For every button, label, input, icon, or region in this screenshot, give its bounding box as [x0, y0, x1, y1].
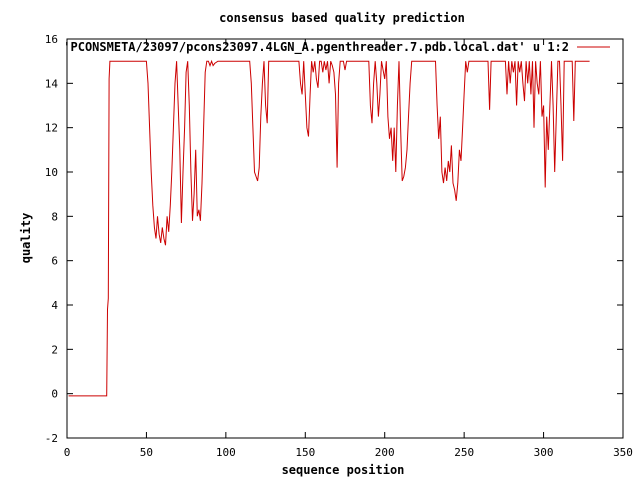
axis-ticks [66, 38, 624, 439]
legend: 'PCONSMETA/23097/pcons23097.4LGN_A.pgent… [63, 40, 610, 55]
x-tick-label: 200 [375, 446, 395, 459]
y-tick-label: 6 [51, 255, 58, 268]
x-tick-label: 350 [613, 446, 633, 459]
y-tick-label: 2 [51, 343, 58, 356]
x-axis-label: sequence position [282, 463, 405, 477]
y-tick-label: 10 [45, 166, 58, 179]
y-tick-label: 16 [45, 33, 58, 46]
y-axis-label: quality [19, 213, 33, 264]
legend-label: 'PCONSMETA/23097/pcons23097.4LGN_A.pgent… [63, 40, 569, 55]
y-tick-label: 8 [51, 210, 58, 223]
series-line [68, 59, 590, 397]
y-tick-label: 4 [51, 299, 58, 312]
y-tick-label: -2 [45, 432, 58, 445]
series-layer [68, 59, 590, 397]
y-tick-label: 14 [45, 77, 59, 90]
tick-labels: 0 50 100 150 200 250 300 350 -2 0 2 4 6 8 10 12 14 16 [45, 33, 633, 459]
x-tick-label: 50 [140, 446, 153, 459]
x-tick-label: 100 [216, 446, 236, 459]
y-tick-label: 0 [51, 388, 58, 401]
y-tick-label: 12 [45, 122, 58, 135]
plot-frame [66, 38, 624, 439]
x-tick-label: 250 [454, 446, 474, 459]
x-tick-label: 300 [534, 446, 554, 459]
chart-title: consensus based quality prediction [219, 11, 465, 25]
x-tick-label: 150 [295, 446, 315, 459]
x-tick-label: 0 [64, 446, 71, 459]
